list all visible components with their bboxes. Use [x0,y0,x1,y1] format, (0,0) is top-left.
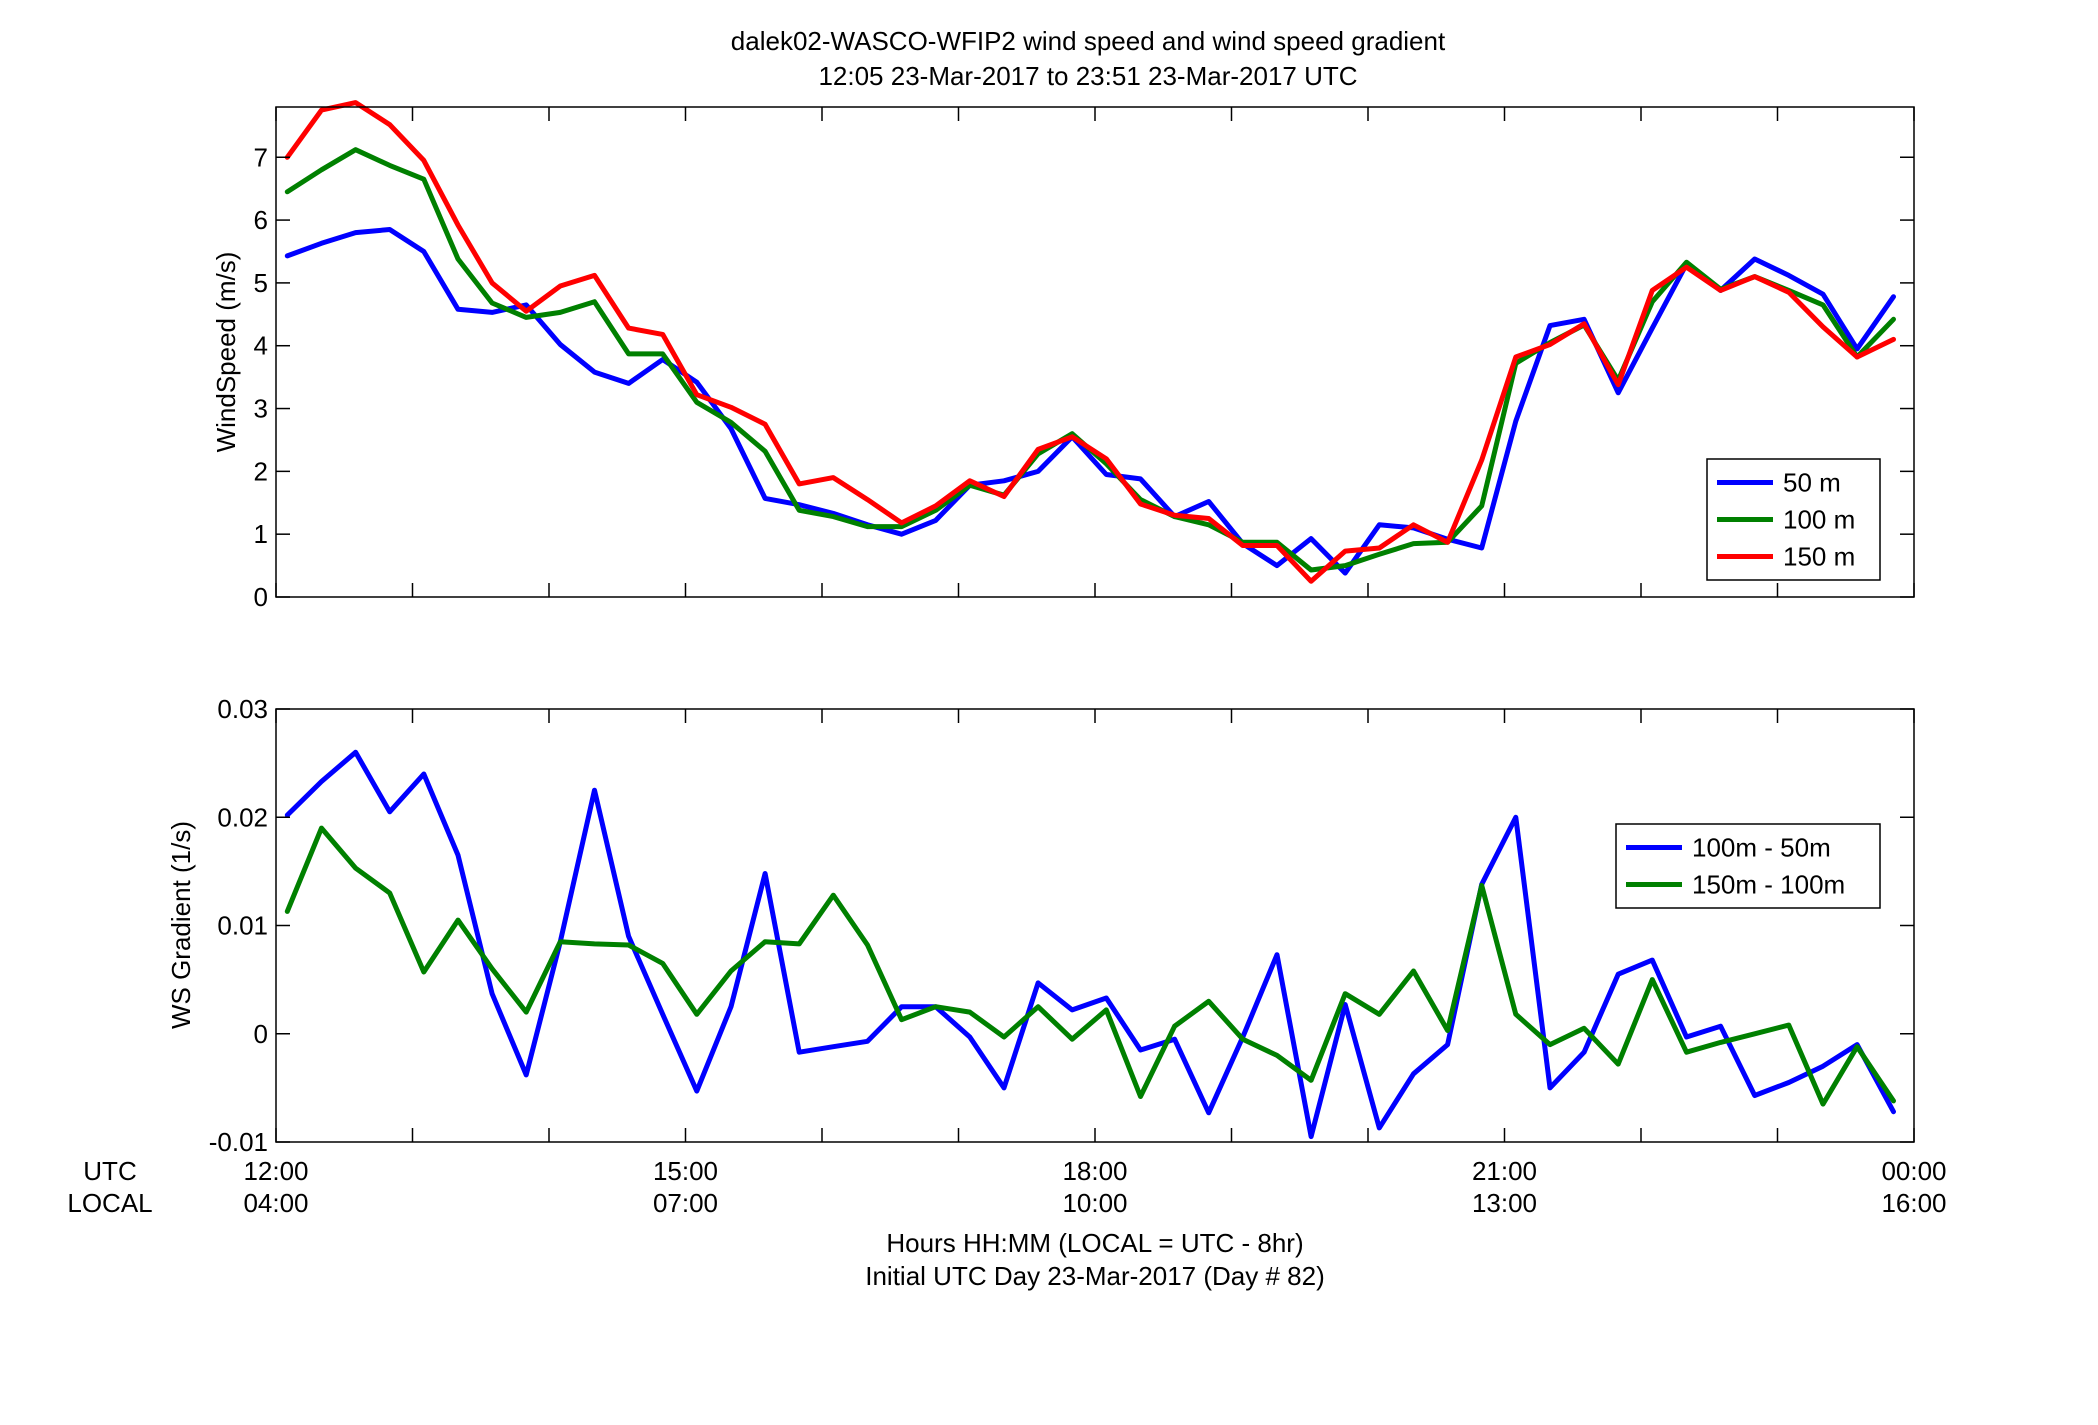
wind-speed-legend-label-1: 100 m [1783,505,1855,535]
utc-tick-label-4: 00:00 [1881,1156,1946,1186]
gradient-ylabel: WS Gradient (1/s) [166,821,196,1029]
local-tick-label-3: 13:00 [1472,1188,1537,1218]
wind-speed-series-group [284,100,1896,584]
wind-speed-series-1 [284,147,1896,573]
wind-speed-series-2 [284,100,1896,584]
wind-speed-ytick-label-4: 4 [254,331,268,361]
utc-row-label: UTC [83,1156,136,1186]
utc-tick-label-1: 15:00 [653,1156,718,1186]
gradient-legend-box [1615,823,1881,909]
wind-speed-legend-label-2: 150 m [1783,542,1855,572]
wind-speed-legend-label-0: 50 m [1783,468,1841,498]
wind-speed-panel: 0 1 2 3 4 5 6 7 WindSpeed (m/s) 50 m 100 m 150 m [211,100,1915,612]
wind-speed-ylabel: WindSpeed (m/s) [211,252,241,453]
wind-speed-legend: 50 m 100 m 150 m [1706,458,1881,581]
gradient-ytick-label-3: 0.02 [217,802,268,832]
gradient-ytick-label-1: 0 [254,1019,268,1049]
utc-tick-label-3: 21:00 [1472,1156,1537,1186]
wind-speed-ytick-label-0: 0 [254,582,268,612]
gradient-legend-label-1: 150m - 100m [1692,870,1845,900]
local-tick-label-2: 10:00 [1062,1188,1127,1218]
chart-title-line1: dalek02-WASCO-WFIP2 wind speed and wind … [731,26,1446,56]
x-axis-label-line1: Hours HH:MM (LOCAL = UTC - 8hr) [886,1228,1303,1258]
chart-title-line2: 12:05 23-Mar-2017 to 23:51 23-Mar-2017 U… [818,61,1357,91]
wind-speed-ytick-label-1: 1 [254,519,268,549]
gradient-legend: 100m - 50m 150m - 100m [1615,823,1881,909]
utc-tick-label-0: 12:00 [243,1156,308,1186]
x-axis-label-line2: Initial UTC Day 23-Mar-2017 (Day # 82) [865,1261,1325,1291]
utc-tick-label-2: 18:00 [1062,1156,1127,1186]
gradient-axes-frame [275,708,1915,1143]
gradient-y-ticks: -0.01 0 0.01 0.02 0.03 [209,694,1914,1157]
gradient-ytick-label-2: 0.01 [217,911,268,941]
gradient-series-0 [284,749,1896,1140]
gradient-series-group [284,749,1896,1140]
wind-speed-ytick-label-2: 2 [254,456,268,486]
local-tick-label-0: 04:00 [243,1188,308,1218]
wind-speed-y-ticks: 0 1 2 3 4 5 6 7 [254,142,1914,612]
wind-speed-ytick-label-7: 7 [254,142,268,172]
gradient-legend-label-0: 100m - 50m [1692,833,1831,863]
wind-speed-ytick-label-5: 5 [254,268,268,298]
gradient-panel: -0.01 0 0.01 0.02 0.03 WS Gradient (1/s) 100… [166,694,1915,1157]
wind-speed-ytick-label-6: 6 [254,205,268,235]
wind-speed-ytick-label-3: 3 [254,394,268,424]
gradient-ytick-label-0: -0.01 [209,1127,268,1157]
gradient-series-1 [284,825,1896,1107]
local-row-label: LOCAL [67,1188,152,1218]
local-tick-label-4: 16:00 [1881,1188,1946,1218]
local-tick-label-1: 07:00 [653,1188,718,1218]
gradient-x-ticks [275,709,1915,1142]
wind-speed-series-0 [284,227,1896,576]
gradient-ytick-label-4: 0.03 [217,694,268,724]
wind-speed-axes-frame [275,106,1915,598]
wind-speed-x-ticks [275,107,1915,597]
